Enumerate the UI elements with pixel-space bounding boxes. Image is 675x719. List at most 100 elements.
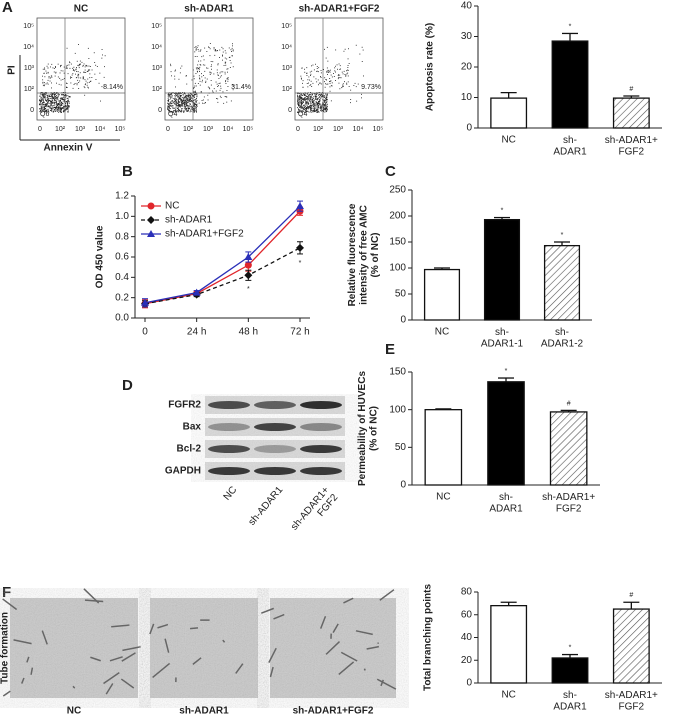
flow-event xyxy=(39,104,40,105)
data-point xyxy=(192,288,201,296)
flow-event xyxy=(184,106,186,108)
flow-event xyxy=(171,92,173,93)
flow-event xyxy=(42,75,43,77)
x-tick-label: sh-ADAR1 xyxy=(489,492,523,515)
flow-event xyxy=(300,75,302,77)
flow-event xyxy=(214,50,216,51)
flow-event xyxy=(232,49,234,51)
flow-event xyxy=(180,102,182,104)
flow-event xyxy=(174,101,176,103)
flow-event xyxy=(89,81,91,82)
flow-event xyxy=(214,54,216,56)
flow-event xyxy=(175,104,177,106)
flow-event xyxy=(89,73,91,75)
flow-event xyxy=(232,89,234,91)
flow-event xyxy=(191,94,193,96)
tube xyxy=(84,599,104,603)
flow-event xyxy=(339,69,341,70)
flow-event xyxy=(86,65,88,67)
flow-event xyxy=(346,70,347,72)
flow-event xyxy=(193,108,195,110)
flow-event xyxy=(201,56,203,58)
y-tick-label: 30 xyxy=(461,31,473,42)
flow-event xyxy=(47,109,49,110)
flow-event xyxy=(41,94,43,96)
flow-event xyxy=(178,93,179,95)
flow-event xyxy=(77,79,79,81)
flow-event xyxy=(307,98,309,100)
blot-band xyxy=(208,423,250,431)
flow-event xyxy=(207,94,209,96)
flow-event xyxy=(82,65,84,67)
flow-event xyxy=(304,97,305,99)
flow-event xyxy=(40,110,42,112)
flow-event xyxy=(61,94,63,96)
flow-event xyxy=(174,96,176,98)
flow-event xyxy=(326,103,328,105)
blot-row-label: Bax xyxy=(183,422,202,433)
flow-event xyxy=(209,55,211,57)
flow-event xyxy=(75,68,77,70)
flow-event xyxy=(72,87,74,89)
flow-event xyxy=(342,83,344,85)
flow-event xyxy=(308,76,310,78)
flow-event xyxy=(72,70,74,71)
flow-event xyxy=(320,76,321,77)
flow-event xyxy=(318,102,320,104)
flow-event xyxy=(64,109,65,111)
flow-event xyxy=(101,86,103,88)
flow-event xyxy=(178,110,179,112)
flow-event xyxy=(304,111,306,113)
flow-event xyxy=(317,111,319,113)
flow-event xyxy=(305,102,306,104)
flow-event xyxy=(43,108,45,110)
flow-event xyxy=(50,102,52,103)
flow-event xyxy=(54,99,55,101)
flow-event xyxy=(64,92,66,93)
flow-event xyxy=(87,69,89,71)
flow-event xyxy=(219,95,221,97)
flow-event xyxy=(183,106,185,108)
flow-event xyxy=(310,92,311,93)
flow-event xyxy=(170,98,171,100)
bar xyxy=(490,97,528,129)
flow-event xyxy=(42,102,44,103)
flow-event xyxy=(305,111,307,113)
flow-event xyxy=(88,87,89,89)
flow-event xyxy=(84,66,86,68)
flow-event xyxy=(50,66,51,68)
flow-event xyxy=(88,65,90,67)
flow-event xyxy=(310,109,311,111)
flow-event xyxy=(302,98,304,99)
legend-label: sh-ADAR1+FGF2 xyxy=(165,229,244,240)
flow-event xyxy=(326,83,328,85)
flow-event xyxy=(320,108,322,110)
flow-event xyxy=(68,106,70,108)
flow-event xyxy=(183,108,185,110)
x-tick-label: sh-ADAR1+ FGF2 xyxy=(605,690,658,713)
flow-event xyxy=(49,105,51,107)
flow-event xyxy=(195,109,197,111)
flow-event xyxy=(300,104,302,105)
flow-event xyxy=(177,106,179,108)
flow-event xyxy=(199,77,200,79)
flow-event xyxy=(168,96,170,98)
flow-event xyxy=(193,105,195,107)
flow-event xyxy=(222,59,223,61)
flow-event xyxy=(103,76,105,78)
flow-event xyxy=(66,97,68,99)
flow-event xyxy=(305,93,307,95)
flow-event xyxy=(224,71,226,73)
flow-event xyxy=(193,75,195,77)
flow-event xyxy=(301,67,303,69)
flow-event xyxy=(325,102,327,104)
flow-dots xyxy=(167,43,234,113)
flow-event xyxy=(316,112,318,113)
flow-event xyxy=(231,47,233,49)
flow-y-tick: 10⁴ xyxy=(23,44,34,51)
flow-event xyxy=(99,72,101,74)
flow-event xyxy=(193,111,195,112)
flow-event xyxy=(167,103,169,105)
flow-event xyxy=(170,96,172,98)
flow-event xyxy=(307,106,309,107)
